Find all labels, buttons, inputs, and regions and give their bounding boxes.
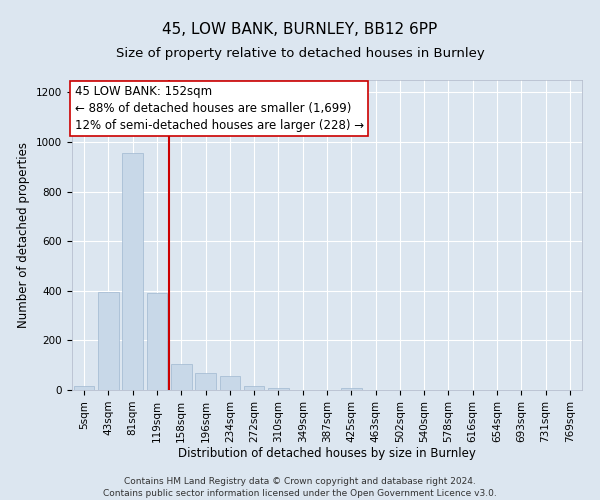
Text: Size of property relative to detached houses in Burnley: Size of property relative to detached ho… <box>116 48 484 60</box>
Bar <box>146 294 167 390</box>
Bar <box>244 386 265 390</box>
Text: 45, LOW BANK, BURNLEY, BB12 6PP: 45, LOW BANK, BURNLEY, BB12 6PP <box>163 22 437 38</box>
Bar <box>220 376 240 390</box>
Text: 45 LOW BANK: 152sqm
← 88% of detached houses are smaller (1,699)
12% of semi-det: 45 LOW BANK: 152sqm ← 88% of detached ho… <box>74 84 364 132</box>
Y-axis label: Number of detached properties: Number of detached properties <box>17 142 31 328</box>
X-axis label: Distribution of detached houses by size in Burnley: Distribution of detached houses by size … <box>178 448 476 460</box>
Bar <box>171 364 191 390</box>
Bar <box>98 292 119 390</box>
Bar <box>122 153 143 390</box>
Text: Contains HM Land Registry data © Crown copyright and database right 2024.
Contai: Contains HM Land Registry data © Crown c… <box>103 476 497 498</box>
Bar <box>74 386 94 390</box>
Bar <box>341 388 362 390</box>
Bar <box>195 372 216 390</box>
Bar <box>268 388 289 390</box>
